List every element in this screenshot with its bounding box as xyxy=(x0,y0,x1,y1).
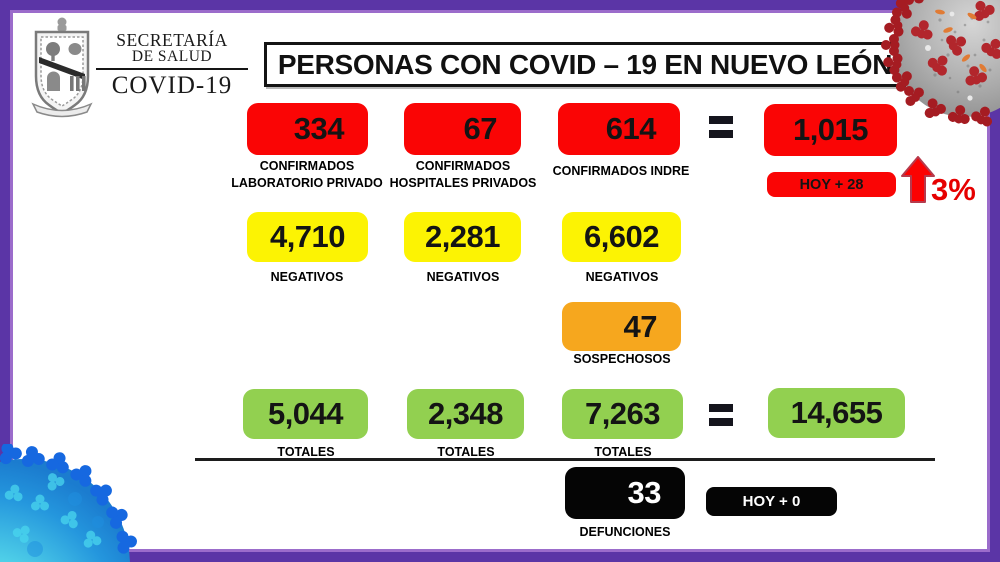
label-line: CONFIRMADOS INDRE xyxy=(552,164,690,178)
totals-label: TOTALES xyxy=(437,445,495,459)
page-title: PERSONAS CON COVID – 19 EN NUEVO LEÓN xyxy=(277,48,893,80)
totals-private-hospitals-value: 2,348 xyxy=(427,396,504,431)
logo-text-block: SECRETARÍA DE SALUD COVID-19 xyxy=(96,31,248,99)
confirmed-private-hospitals-box: 67 xyxy=(404,103,521,155)
suspects-label: SOSPECHOSOS xyxy=(573,352,671,366)
suspects-box: 47 xyxy=(562,302,681,351)
coronavirus-red-icon xyxy=(880,0,1000,129)
totals-indre-box: 7,263 xyxy=(562,389,683,439)
suspects-value: 47 xyxy=(623,308,658,344)
label-line: CONFIRMADOS xyxy=(259,159,355,173)
equals-bar xyxy=(709,116,733,124)
negatives-indre-value: 6,602 xyxy=(583,219,660,254)
negatives-private-hospitals-value: 2,281 xyxy=(424,219,501,254)
totals-private-lab-box: 5,044 xyxy=(243,389,368,439)
deaths-today-value: HOY + 0 xyxy=(742,493,801,510)
label-line: HOSPITALES PRIVADOS xyxy=(389,176,537,190)
nuevo-leon-coat-of-arms xyxy=(31,17,93,118)
logo-org-line1: SECRETARÍA xyxy=(116,30,228,50)
confirmed-private-lab-box: 334 xyxy=(247,103,368,155)
confirmed-private-lab-value: 334 xyxy=(293,111,345,146)
equals-bar xyxy=(709,418,733,426)
equals-bar xyxy=(709,404,733,412)
negatives-indre-box: 6,602 xyxy=(562,212,681,262)
title-box: PERSONAS CON COVID – 19 EN NUEVO LEÓN xyxy=(264,42,906,87)
negatives-private-lab-value: 4,710 xyxy=(269,219,346,254)
logo-divider xyxy=(96,68,248,70)
totals-label: TOTALES xyxy=(594,445,652,459)
logo-program-name: COVID-19 xyxy=(111,72,233,99)
growth-percent: 3% xyxy=(931,172,976,207)
deaths-separator-line xyxy=(195,458,935,461)
equals-sign-totals xyxy=(709,404,733,432)
totals-indre-value: 7,263 xyxy=(584,396,661,431)
deaths-today-badge: HOY + 0 xyxy=(706,487,837,516)
totals-private-hospitals-box: 2,348 xyxy=(407,389,524,439)
confirmed-total-box: 1,015 xyxy=(764,104,897,156)
totals-label: TOTALES xyxy=(277,445,335,459)
confirmed-private-hospitals-label: CONFIRMADOS HOSPITALES PRIVADOS xyxy=(368,158,558,192)
logo-org-line2: DE SALUD xyxy=(131,48,213,65)
equals-bar xyxy=(709,130,733,138)
confirmed-private-hospitals-value: 67 xyxy=(463,111,498,146)
confirmed-private-lab-label: CONFIRMADOS LABORATORIO PRIVADO xyxy=(212,158,402,192)
negatives-label: NEGATIVOS xyxy=(585,270,659,284)
deaths-value: 33 xyxy=(627,475,662,510)
coronavirus-blue-icon xyxy=(0,444,138,562)
grand-total-value: 14,655 xyxy=(790,395,883,430)
equals-sign-confirmed xyxy=(709,116,733,144)
negatives-label: NEGATIVOS xyxy=(270,270,344,284)
confirmed-today-badge: HOY + 28 xyxy=(767,172,896,197)
confirmed-today-value: HOY + 28 xyxy=(799,176,864,193)
confirmed-indre-box: 614 xyxy=(558,103,680,155)
growth-up-arrow-icon xyxy=(901,156,935,203)
label-line: CONFIRMADOS xyxy=(415,159,511,173)
grand-total-box: 14,655 xyxy=(768,388,905,438)
negatives-label: NEGATIVOS xyxy=(426,270,500,284)
confirmed-indre-value: 614 xyxy=(605,111,657,146)
deaths-box: 33 xyxy=(565,467,685,519)
label-line: LABORATORIO PRIVADO xyxy=(231,176,383,190)
confirmed-indre-label: CONFIRMADOS INDRE xyxy=(526,163,716,180)
confirmed-total-value: 1,015 xyxy=(792,112,869,147)
negatives-private-lab-box: 4,710 xyxy=(247,212,368,262)
totals-private-lab-value: 5,044 xyxy=(267,396,344,431)
negatives-private-hospitals-box: 2,281 xyxy=(404,212,521,262)
deaths-label: DEFUNCIONES xyxy=(579,525,671,539)
